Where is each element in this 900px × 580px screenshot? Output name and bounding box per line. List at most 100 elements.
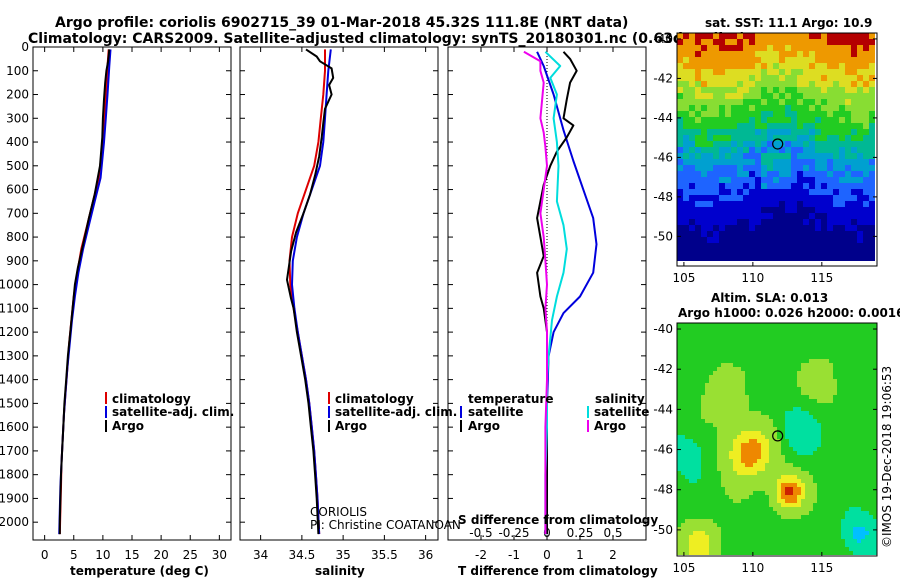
map-cell (829, 447, 833, 451)
map-cell (773, 135, 779, 141)
map-cell (729, 507, 733, 511)
map-cell (863, 171, 869, 177)
map-cell (769, 539, 773, 543)
map-cell (777, 531, 781, 535)
map-cell (821, 51, 827, 57)
map-cell (865, 547, 869, 551)
map-cell (789, 471, 793, 475)
map-cell (873, 339, 877, 343)
map-cell (681, 479, 685, 483)
map-cell (817, 479, 821, 483)
map-cell (789, 527, 793, 531)
map-cell (797, 503, 801, 507)
map-cell (713, 399, 717, 403)
map-cell (781, 327, 785, 331)
map-cell (805, 511, 809, 515)
map-cell (749, 467, 753, 471)
map-cell (837, 479, 841, 483)
map-cell (821, 375, 825, 379)
map-cell (757, 399, 761, 403)
map-cell (789, 427, 793, 431)
map-cell (753, 459, 757, 463)
map-cell (785, 439, 789, 443)
map-cell (781, 463, 785, 467)
map-cell (761, 551, 765, 555)
map-cell (853, 363, 857, 367)
map-cell (689, 147, 695, 153)
map-cell (705, 467, 709, 471)
map-cell (865, 427, 869, 431)
map-cell (681, 503, 685, 507)
map-cell (761, 237, 767, 243)
map-cell (803, 201, 809, 207)
map-cell (725, 475, 729, 479)
map-cell (733, 515, 737, 519)
map-cell (837, 327, 841, 331)
map-cell (853, 411, 857, 415)
map-cell (809, 219, 815, 225)
map-cell (745, 551, 749, 555)
map-cell (773, 483, 777, 487)
map-cell (761, 189, 767, 195)
map-cell (797, 515, 801, 519)
map-cell (677, 249, 683, 255)
map-cell (689, 111, 695, 117)
map-cell (677, 363, 681, 367)
map-cell (693, 479, 697, 483)
map-cell (791, 129, 797, 135)
map-cell (791, 123, 797, 129)
map-cell (801, 423, 805, 427)
map-cell (857, 483, 861, 487)
map-cell (781, 423, 785, 427)
map-cell (791, 159, 797, 165)
map-cell (773, 495, 777, 499)
map-cell (725, 327, 729, 331)
map-cell (709, 455, 713, 459)
map-cell (749, 45, 755, 51)
map-cell (869, 507, 873, 511)
map-cell (685, 543, 689, 547)
map-cell (803, 189, 809, 195)
map-cell (861, 419, 865, 423)
map-cell (717, 459, 721, 463)
map-cell (701, 435, 705, 439)
map-cell (677, 463, 681, 467)
map-cell (737, 523, 741, 527)
map-cell (689, 87, 695, 93)
map-cell (791, 57, 797, 63)
map-cell (845, 347, 849, 351)
map-cell (733, 391, 737, 395)
map-cell (845, 75, 851, 81)
map-cell (741, 379, 745, 383)
map-cell (825, 419, 829, 423)
map-cell (769, 543, 773, 547)
map-cell (733, 395, 737, 399)
map-cell (833, 511, 837, 515)
map-cell (841, 491, 845, 495)
map-cell (777, 471, 781, 475)
map-cell (815, 225, 821, 231)
map-cell (697, 439, 701, 443)
map-cell (719, 171, 725, 177)
map-cell (833, 219, 839, 225)
map-cell (801, 375, 805, 379)
map-cell (821, 443, 825, 447)
map-cell (779, 33, 785, 39)
map-cell (809, 153, 815, 159)
map-cell (753, 427, 757, 431)
map-cell (689, 123, 695, 129)
map-cell (863, 225, 869, 231)
map-cell (717, 547, 721, 551)
map-cell (749, 499, 753, 503)
map-cell (765, 411, 769, 415)
map-cell (861, 355, 865, 359)
map-cell (809, 395, 813, 399)
map-cell (707, 105, 713, 111)
map-cell (761, 153, 767, 159)
map-cell (757, 459, 761, 463)
map-cell (717, 327, 721, 331)
map-cell (757, 471, 761, 475)
map-cell (857, 407, 861, 411)
map-cell (833, 207, 839, 213)
map-cell (861, 343, 865, 347)
